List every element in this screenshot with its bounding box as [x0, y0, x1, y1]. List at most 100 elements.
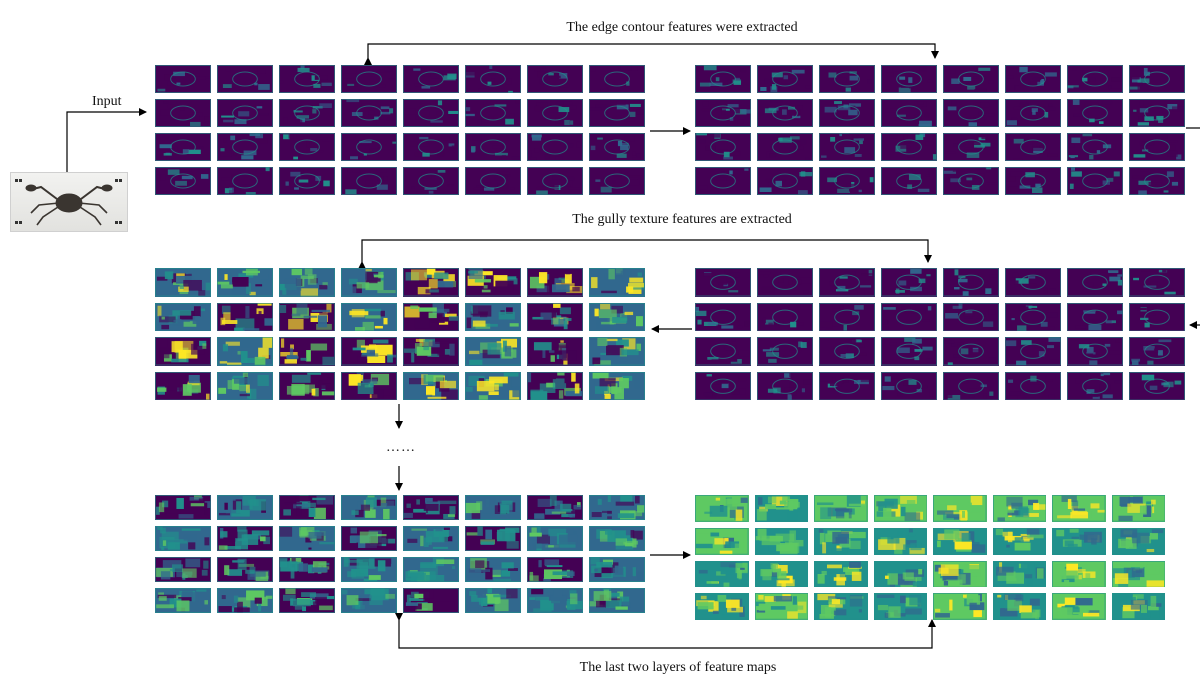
feature-map-tile	[881, 99, 937, 127]
feature-map-tile	[217, 337, 273, 366]
feature-map-tile	[403, 167, 459, 195]
feature-map-tile	[1067, 302, 1123, 331]
feature-map-tile	[1005, 65, 1061, 93]
feature-map-tile	[881, 133, 937, 161]
feature-map-tile	[1005, 302, 1061, 331]
feature-map-tile	[819, 268, 875, 297]
feature-map-tile	[527, 526, 583, 551]
feature-map-tile	[1129, 268, 1185, 297]
feature-map-tile	[819, 99, 875, 127]
feature-map-tile	[1067, 268, 1123, 297]
feature-map-tile	[1005, 371, 1061, 400]
gully-bracket-arrow	[358, 239, 932, 269]
feature-map-tile	[465, 588, 521, 613]
feature-map-tile	[527, 99, 583, 127]
feature-map-tile	[279, 167, 335, 195]
feature-map-tile	[465, 371, 521, 400]
feature-map-tile	[881, 167, 937, 195]
feature-map-tile	[943, 371, 999, 400]
feature-map-tile	[819, 337, 875, 366]
feature-map-tile	[695, 560, 749, 588]
feature-map-tile	[155, 588, 211, 613]
feature-map-block-1	[155, 65, 645, 195]
feature-map-tile	[279, 337, 335, 366]
feature-map-tile	[1129, 371, 1185, 400]
feature-map-tile	[217, 371, 273, 400]
feature-map-tile	[155, 495, 211, 520]
feature-map-tile	[819, 302, 875, 331]
feature-map-tile	[279, 588, 335, 613]
feature-map-tile	[873, 593, 927, 620]
feature-map-tile	[527, 588, 583, 613]
feature-map-tile	[757, 133, 813, 161]
feature-map-tile	[217, 99, 273, 127]
feature-map-tile	[341, 99, 397, 127]
feature-map-tile	[1005, 268, 1061, 297]
feature-map-tile	[1005, 167, 1061, 195]
feature-map-tile	[589, 99, 645, 127]
feature-map-tile	[527, 302, 583, 331]
feature-map-tile	[403, 133, 459, 161]
feature-map-tile	[992, 560, 1046, 588]
feature-map-tile	[589, 495, 645, 520]
feature-map-tile	[873, 527, 927, 555]
edge-caption: The edge contour features were extracted	[566, 20, 798, 35]
feature-map-tile	[933, 560, 987, 588]
feature-map-tile	[465, 268, 521, 297]
feature-map-tile	[757, 99, 813, 127]
feature-map-block-6	[695, 495, 1165, 620]
feature-map-tile	[155, 167, 211, 195]
feature-map-tile	[1111, 560, 1165, 588]
feature-map-tile	[217, 302, 273, 331]
feature-map-tile	[217, 65, 273, 93]
feature-map-tile	[465, 302, 521, 331]
feature-map-tile	[814, 560, 868, 588]
feature-map-tile	[943, 268, 999, 297]
feature-map-tile	[589, 167, 645, 195]
feature-map-tile	[465, 495, 521, 520]
feature-map-tile	[814, 495, 868, 522]
feature-map-tile	[933, 527, 987, 555]
feature-map-tile	[1111, 593, 1165, 620]
feature-map-tile	[403, 337, 459, 366]
feature-map-tile	[527, 65, 583, 93]
feature-map-tile	[757, 337, 813, 366]
feature-map-tile	[403, 65, 459, 93]
ellipsis: ……	[386, 440, 416, 455]
feature-map-tile	[465, 557, 521, 582]
feature-map-tile	[1129, 167, 1185, 195]
feature-map-tile	[465, 65, 521, 93]
feature-map-tile	[695, 99, 751, 127]
feature-map-tile	[881, 268, 937, 297]
feature-map-tile	[155, 65, 211, 93]
feature-map-tile	[754, 560, 808, 588]
feature-map-tile	[589, 268, 645, 297]
feature-map-tile	[465, 167, 521, 195]
feature-map-block-4	[695, 268, 1185, 400]
feature-map-tile	[814, 593, 868, 620]
feature-map-tile	[341, 65, 397, 93]
feature-map-tile	[589, 133, 645, 161]
feature-map-tile	[155, 268, 211, 297]
feature-map-tile	[819, 133, 875, 161]
feature-map-tile	[754, 527, 808, 555]
feature-map-tile	[527, 371, 583, 400]
feature-map-tile	[1052, 527, 1106, 555]
feature-map-tile	[341, 337, 397, 366]
feature-map-tile	[527, 337, 583, 366]
feature-map-tile	[217, 167, 273, 195]
feature-map-tile	[341, 371, 397, 400]
feature-map-tile	[943, 167, 999, 195]
feature-map-tile	[403, 495, 459, 520]
feature-map-tile	[279, 557, 335, 582]
crab-icon	[15, 179, 122, 226]
feature-map-tile	[589, 371, 645, 400]
feature-map-tile	[943, 65, 999, 93]
feature-map-tile	[695, 65, 751, 93]
feature-map-tile	[403, 371, 459, 400]
feature-map-tile	[819, 65, 875, 93]
feature-map-tile	[819, 167, 875, 195]
feature-map-tile	[279, 495, 335, 520]
feature-map-tile	[527, 495, 583, 520]
feature-map-tile	[279, 99, 335, 127]
